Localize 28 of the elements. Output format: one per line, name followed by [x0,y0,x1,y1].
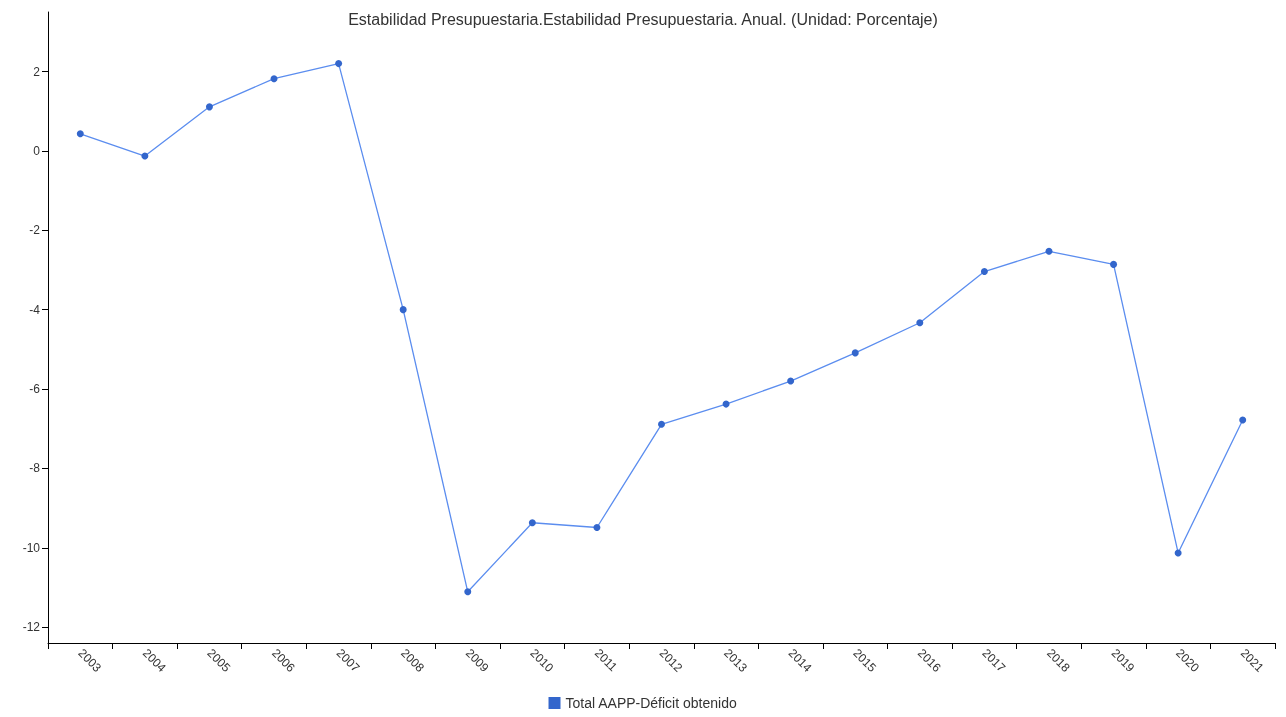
legend-label: Total AAPP-Déficit obtenido [565,695,737,711]
y-tick-label: 0 [33,143,41,158]
point [980,268,988,276]
point [593,524,601,532]
chart-title: Estabilidad Presupuestaria.Estabilidad Presupuestaria. Anual. (Unidad: Porcentaje) [348,10,938,28]
y-tick-label: -12 [22,620,41,635]
y-tick-label: -4 [29,302,41,317]
point [1110,260,1118,268]
point [464,588,472,596]
point [528,519,536,527]
point [787,377,795,385]
y-tick-label: 2 [33,64,41,79]
y-tick-label: -2 [29,223,41,238]
point [399,306,407,314]
point [270,75,278,83]
point [916,319,924,327]
point [851,349,859,357]
point [205,103,213,111]
point [1239,416,1247,424]
y-tick-label: -10 [22,540,41,555]
point [658,420,665,428]
y-tick-label: -8 [29,461,41,476]
point [76,130,84,138]
point [1045,247,1053,255]
point [1174,549,1182,557]
point [335,60,343,68]
point [141,152,149,160]
y-tick-label: -6 [29,382,41,397]
